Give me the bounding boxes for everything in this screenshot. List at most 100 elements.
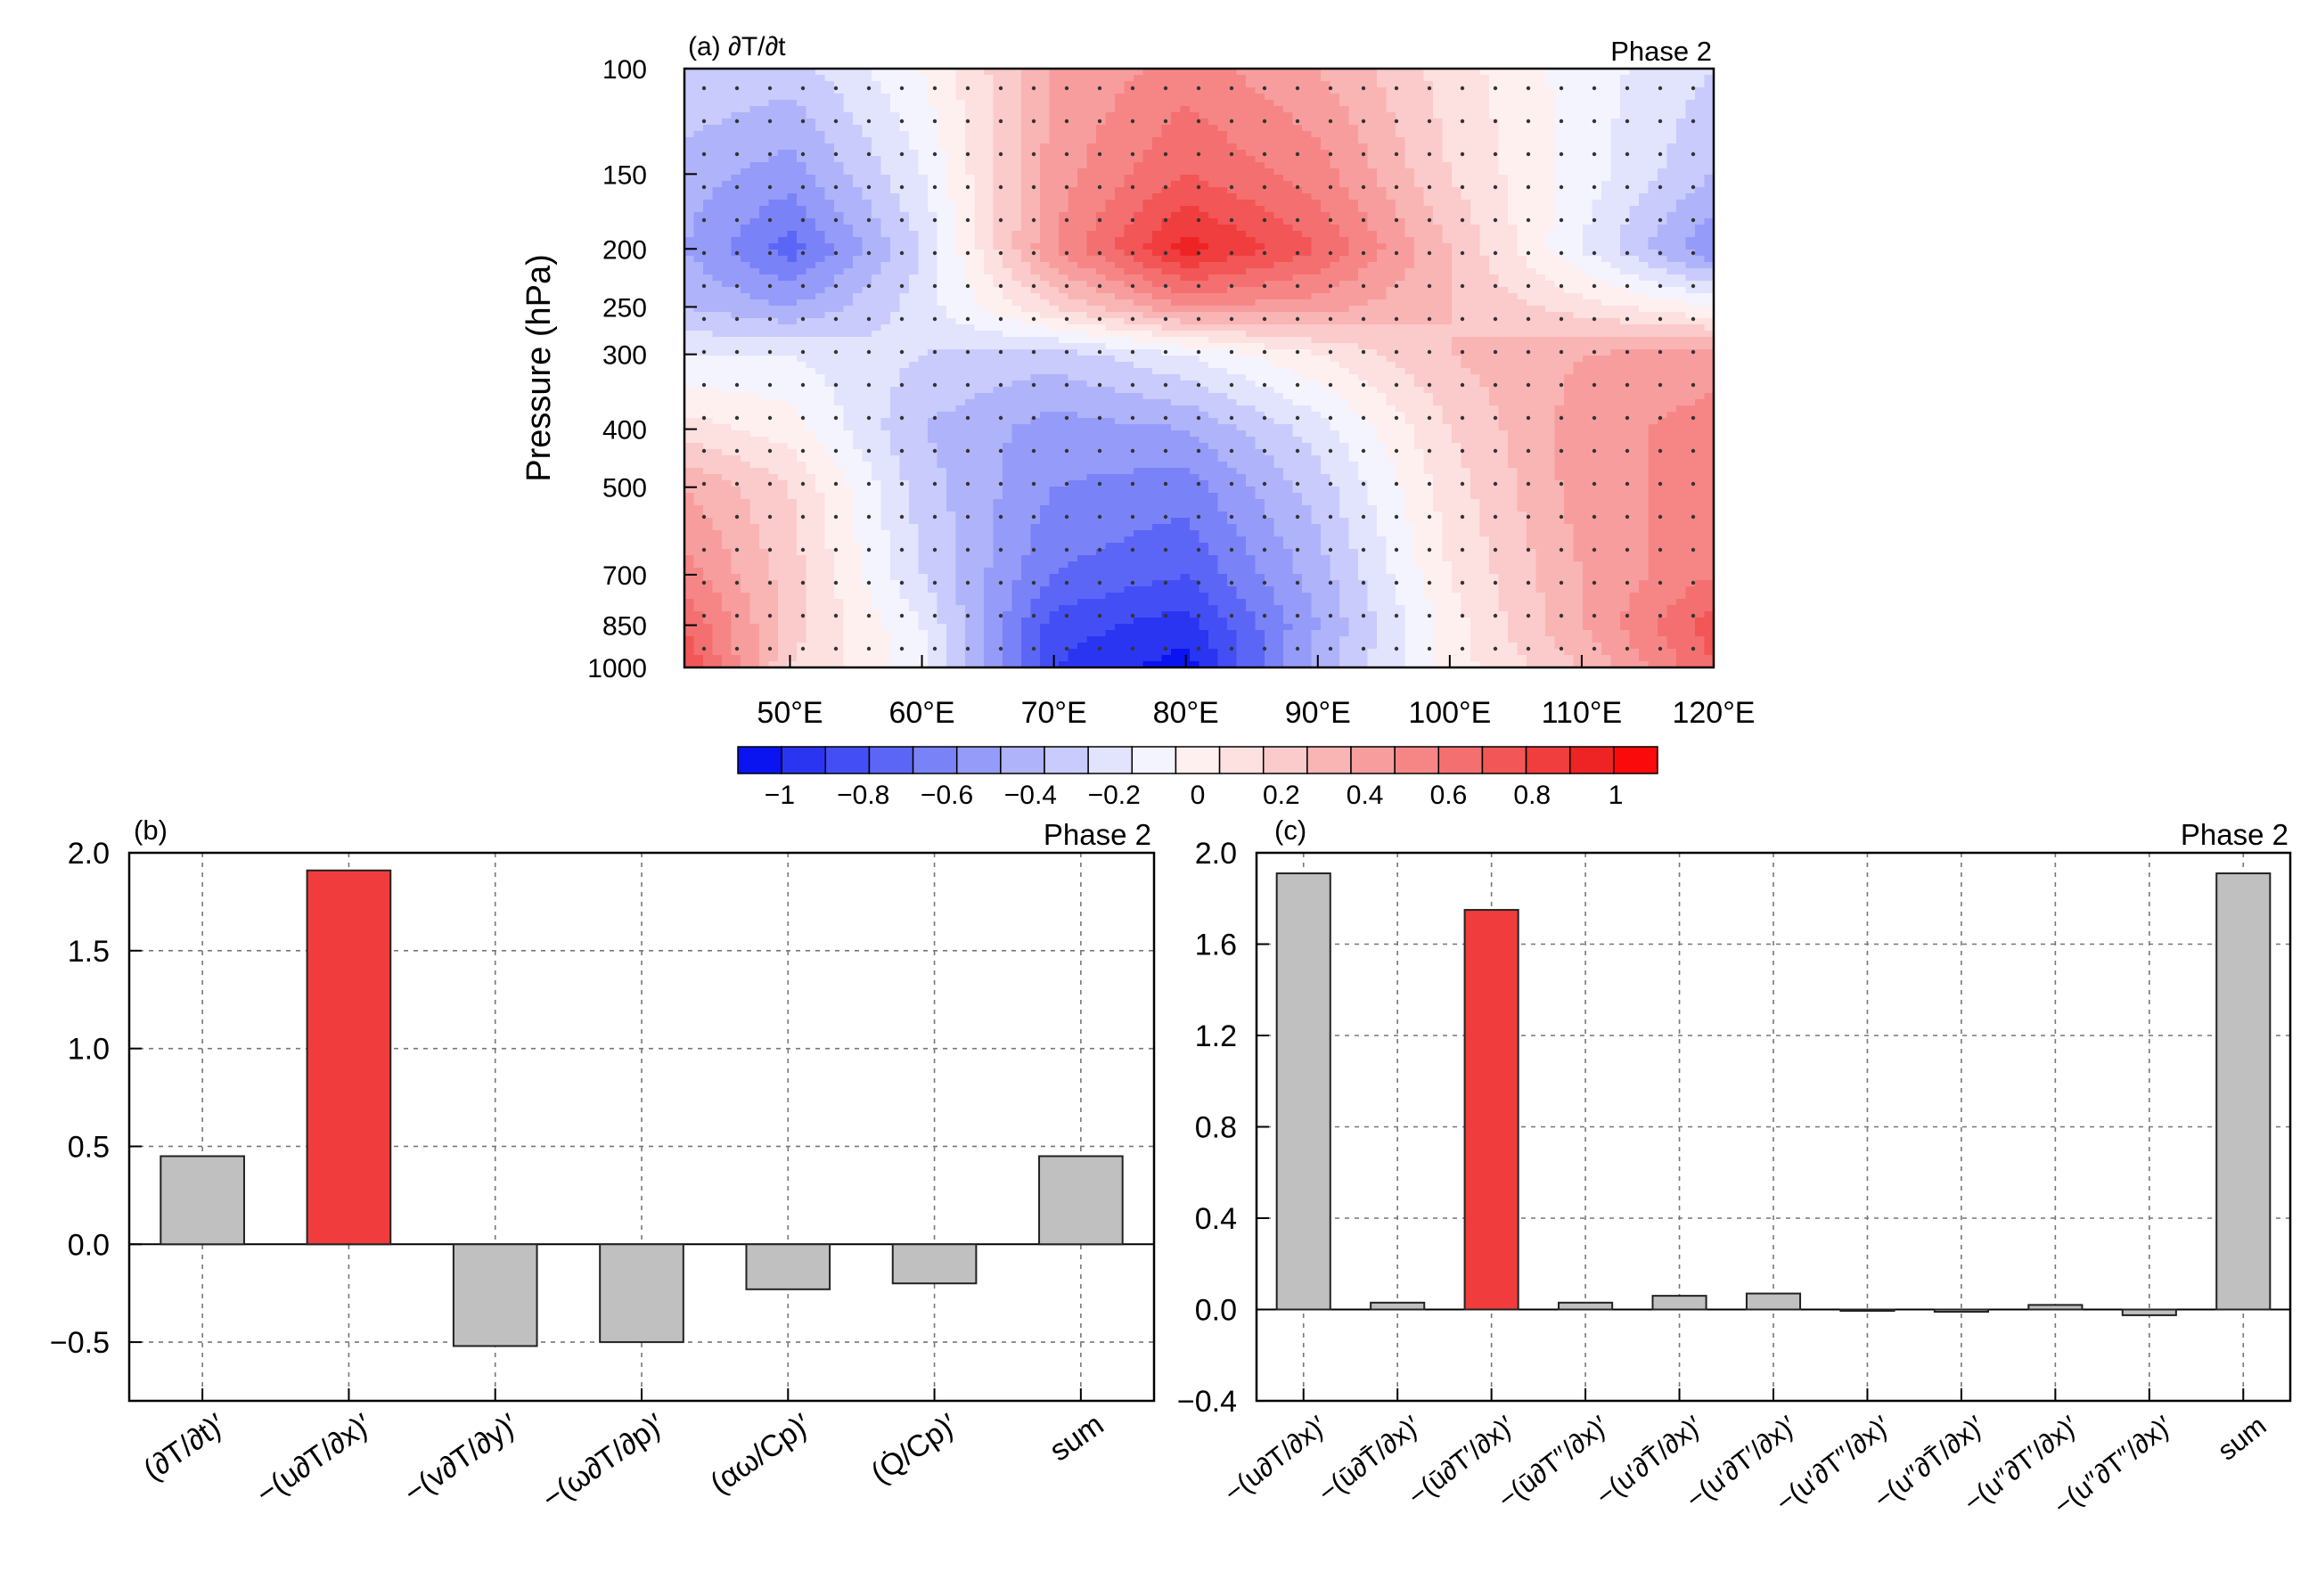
contour-cell (1152, 281, 1163, 288)
contour-cell (797, 175, 807, 182)
contour-cell (684, 112, 695, 119)
contour-cell (1311, 299, 1322, 307)
contour-cell (1545, 150, 1556, 157)
contour-cell (1648, 143, 1658, 151)
contour-cell (1292, 106, 1303, 113)
contour-cell (684, 193, 695, 201)
contour-cell (1021, 119, 1032, 126)
contour-cell (1629, 100, 1640, 107)
contour-cell (1199, 143, 1209, 151)
contour-cell (797, 225, 807, 232)
contour-cell (1498, 156, 1509, 163)
contour-cell (1545, 343, 1556, 350)
contour-cell (1433, 106, 1444, 113)
contour-cell (824, 131, 835, 138)
contour-cell (1666, 200, 1677, 207)
contour-cell (1030, 306, 1041, 313)
contour-cell (1573, 293, 1584, 300)
contour-cell (768, 337, 779, 344)
contour-cell (1470, 231, 1481, 238)
contour-cell (1161, 274, 1172, 282)
contour-cell (974, 81, 985, 88)
contour-cell (1283, 119, 1294, 126)
contour-cell (1461, 312, 1471, 319)
contour-cell (1461, 225, 1471, 232)
contour-cell (1620, 312, 1631, 319)
contour-cell (1527, 81, 1537, 88)
contour-cell (1180, 324, 1191, 331)
contour-cell (768, 250, 779, 257)
contour-cell (1396, 225, 1406, 232)
contour-cell (1685, 187, 1696, 194)
contour-cell (787, 331, 798, 338)
contour-cell (741, 100, 751, 107)
contour-cell (1658, 100, 1668, 107)
contour-cell (1011, 100, 1022, 107)
contour-cell (1068, 331, 1078, 338)
contour-cell (778, 94, 789, 101)
contour-cell (741, 125, 751, 132)
contour-cell (1134, 318, 1144, 325)
contour-cell (1011, 69, 1022, 76)
contour-cell (1171, 225, 1182, 232)
contour-cell (703, 81, 714, 88)
contour-cell (1685, 119, 1696, 126)
contour-cell (684, 150, 695, 157)
contour-cell (1077, 250, 1088, 257)
contour-cell (806, 250, 816, 257)
contour-cell (1199, 112, 1209, 119)
contour-cell (1105, 187, 1116, 194)
contour-cell (974, 125, 985, 132)
contour-cell (1171, 156, 1182, 163)
contour-cell (722, 293, 733, 300)
contour-cell (1658, 81, 1668, 88)
contour-cell (1059, 175, 1069, 182)
contour-cell (815, 119, 826, 126)
contour-cell (862, 81, 872, 88)
contour-cell (1620, 112, 1631, 119)
contour-cell (890, 318, 901, 325)
contour-cell (834, 81, 845, 88)
contour-cell (1059, 69, 1069, 76)
contour-cell (741, 81, 751, 88)
contour-cell (1302, 100, 1313, 107)
contour-cell (928, 212, 938, 219)
contour-cell (1639, 162, 1650, 169)
contour-cell (1115, 237, 1126, 244)
contour-cell (1535, 69, 1546, 76)
contour-cell (1658, 306, 1668, 313)
contour-cell (1115, 106, 1126, 113)
contour-cell (843, 137, 854, 144)
contour-cell (984, 343, 995, 350)
contour-cell (1358, 137, 1369, 144)
contour-cell (928, 193, 938, 201)
contour-cell (1676, 299, 1687, 307)
contour-cell (1152, 112, 1163, 119)
contour-cell (1273, 281, 1284, 288)
contour-cell (1386, 318, 1396, 325)
contour-cell (1535, 143, 1546, 151)
contour-cell (1414, 299, 1425, 307)
contour-cell (955, 274, 966, 282)
contour-cell (834, 143, 845, 151)
contour-cell (1685, 100, 1696, 107)
contour-cell (1302, 250, 1313, 257)
contour-cell (984, 299, 995, 307)
contour-cell (872, 156, 882, 163)
contour-cell (984, 75, 995, 82)
contour-cell (1452, 200, 1462, 207)
contour-cell (1423, 318, 1434, 325)
contour-cell (1134, 175, 1144, 182)
contour-cell (1124, 81, 1134, 88)
contour-cell (1367, 237, 1378, 244)
contour-cell (1704, 312, 1715, 319)
contour-cell (1358, 281, 1369, 288)
contour-cell (1442, 100, 1453, 107)
contour-cell (1068, 187, 1078, 194)
contour-cell (909, 193, 920, 201)
contour-cell (1246, 243, 1257, 250)
contour-cell (759, 250, 770, 257)
contour-cell (722, 106, 733, 113)
contour-cell (1489, 75, 1500, 82)
contour-cell (1217, 337, 1228, 344)
